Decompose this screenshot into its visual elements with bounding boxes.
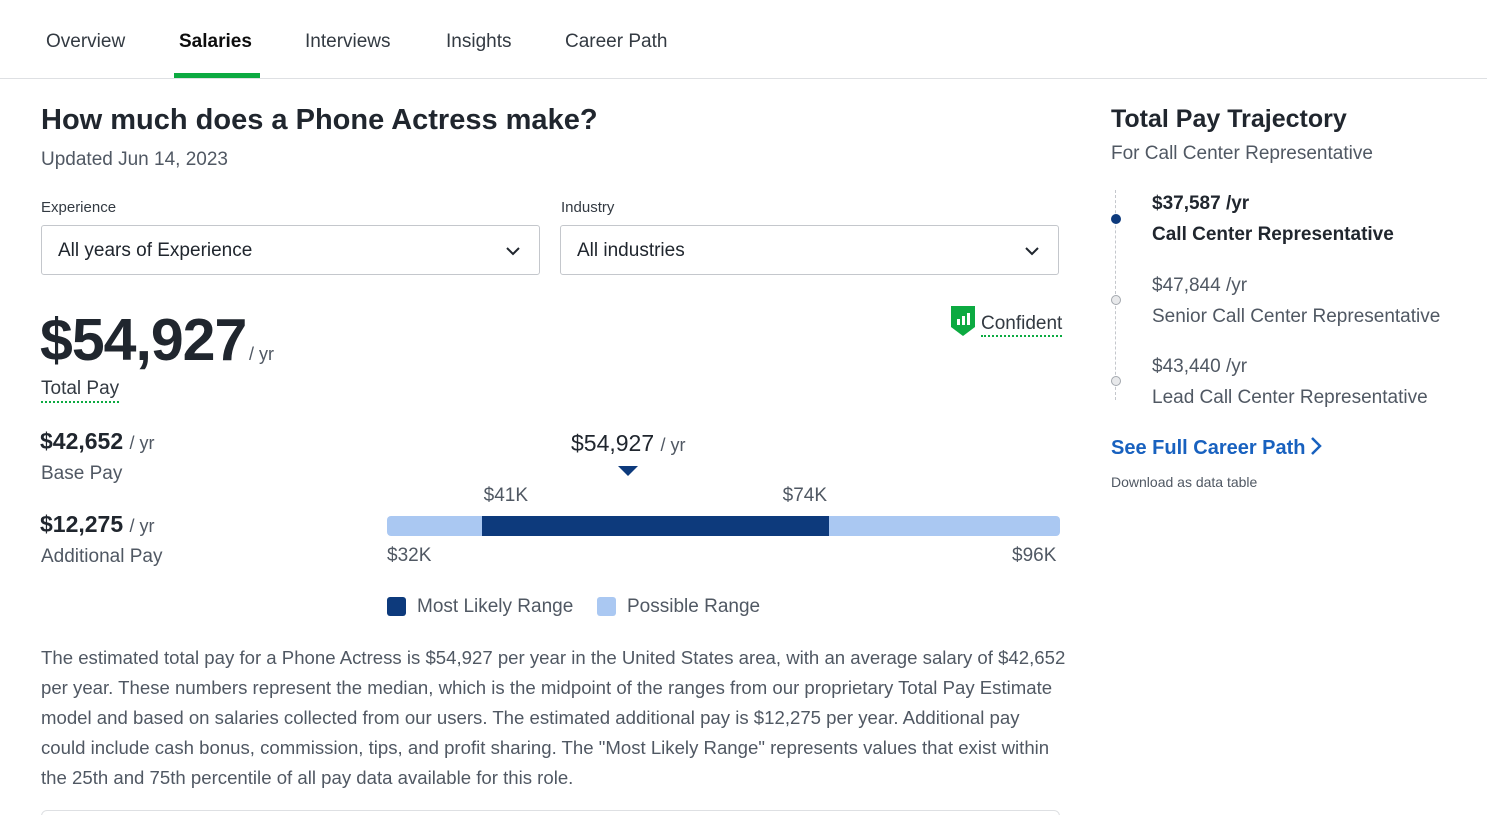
total-pay-amount: $54,927	[40, 307, 247, 373]
tab-interviews[interactable]: Interviews	[305, 31, 391, 52]
chevron-right-icon	[1310, 437, 1322, 455]
updated-date: Updated Jun 14, 2023	[41, 149, 228, 170]
next-section-card	[41, 810, 1060, 815]
total-pay-label[interactable]: Total Pay	[41, 378, 120, 403]
trajectory-role: Senior Call Center Representative	[1152, 306, 1441, 327]
trajectory-dot-current	[1111, 214, 1121, 224]
base-pay-unit: / yr	[129, 433, 155, 453]
likely-low-label: $41K	[483, 485, 529, 506]
see-full-career-path-link[interactable]: See Full Career Path	[1111, 436, 1322, 460]
tab-bar: Overview Salaries Interviews Insights Ca…	[0, 0, 1487, 79]
trajectory-dot	[1111, 376, 1121, 386]
experience-select[interactable]: All years of Experience	[41, 225, 540, 275]
range-min-label: $32K	[387, 545, 432, 566]
trajectory-role: Lead Call Center Representative	[1152, 387, 1428, 408]
additional-pay-value: $12,275	[40, 511, 124, 537]
see-full-career-path-label: See Full Career Path	[1111, 437, 1306, 459]
base-pay-amount: $42,652 / yr	[40, 428, 155, 455]
legend-likely-label: Most Likely Range	[417, 596, 574, 617]
experience-label: Experience	[41, 199, 117, 216]
trajectory-amount: $37,587 /yr	[1152, 193, 1250, 214]
base-pay-value: $42,652	[40, 428, 124, 454]
median-unit: / yr	[660, 435, 686, 455]
tab-overview[interactable]: Overview	[46, 31, 126, 52]
industry-select-value: All industries	[577, 240, 685, 261]
base-pay-label: Base Pay	[41, 463, 123, 484]
trajectory-amount: $47,844 /yr	[1152, 275, 1248, 296]
tab-career-path[interactable]: Career Path	[565, 31, 668, 52]
trajectory-dot	[1111, 295, 1121, 305]
median-value: $54,927	[571, 430, 655, 456]
range-max-label: $96K	[1012, 545, 1057, 566]
trajectory-subtitle: For Call Center Representative	[1111, 143, 1373, 164]
additional-pay-amount: $12,275 / yr	[40, 511, 155, 538]
pay-description: The estimated total pay for a Phone Actr…	[41, 647, 1066, 788]
confidence-label: Confident	[981, 313, 1063, 337]
page-title: How much does a Phone Actress make?	[41, 104, 598, 136]
industry-select[interactable]: All industries	[560, 225, 1059, 275]
chevron-down-icon	[506, 247, 520, 256]
active-tab-indicator	[174, 73, 260, 78]
experience-select-value: All years of Experience	[58, 240, 253, 261]
additional-pay-label: Additional Pay	[41, 546, 163, 567]
trajectory-role: Call Center Representative	[1152, 224, 1394, 245]
legend-possible-label: Possible Range	[627, 596, 761, 617]
additional-pay-unit: / yr	[129, 516, 155, 536]
tab-insights[interactable]: Insights	[446, 31, 512, 52]
chevron-down-icon	[1025, 247, 1039, 256]
legend-likely-swatch	[387, 597, 406, 616]
legend-possible-swatch	[597, 597, 616, 616]
total-pay-unit: / yr	[249, 344, 274, 364]
likely-range-bar	[481, 516, 829, 536]
likely-high-label: $74K	[782, 485, 828, 506]
industry-label: Industry	[561, 199, 615, 216]
trajectory-title: Total Pay Trajectory	[1111, 105, 1347, 133]
tab-salaries[interactable]: Salaries	[179, 31, 252, 52]
trajectory-amount: $43,440 /yr	[1152, 356, 1248, 377]
median-label: $54,927 / yr	[571, 430, 686, 457]
median-marker	[618, 466, 639, 476]
signal-bars-shield-icon	[951, 306, 975, 336]
download-data-table-link[interactable]: Download as data table	[1111, 474, 1258, 490]
